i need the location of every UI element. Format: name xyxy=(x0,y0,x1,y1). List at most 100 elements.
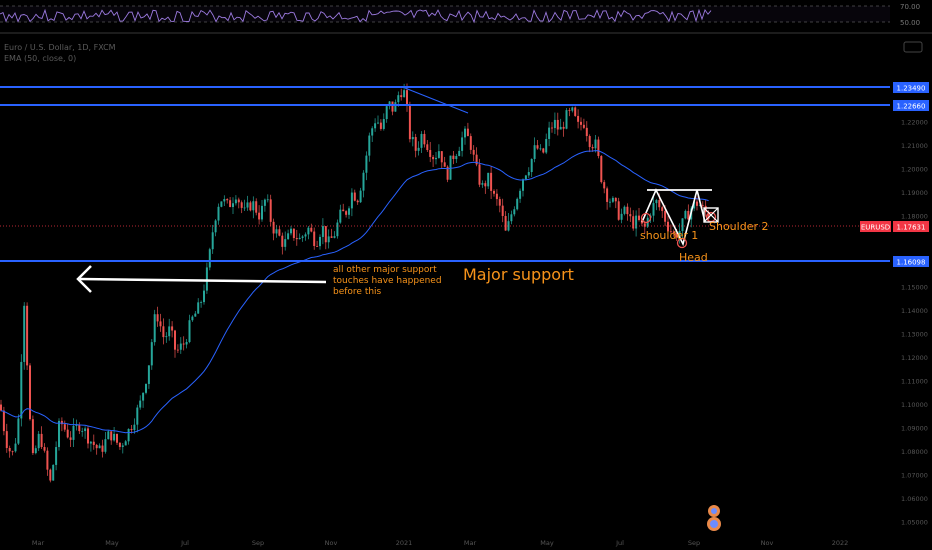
candle-body xyxy=(130,428,133,431)
x-tick-label: 2021 xyxy=(396,539,413,547)
candle-body xyxy=(179,343,182,350)
candle-body xyxy=(89,441,92,444)
time-axis[interactable]: Mar May Jul Sep Nov 2021 Mar May Jul Sep Nov 2022 xyxy=(32,539,848,547)
candle-body xyxy=(31,419,34,454)
candle-body xyxy=(174,330,176,350)
candle-body xyxy=(336,222,339,237)
candle-body xyxy=(611,197,614,202)
y-tick-label: 1.19000 xyxy=(901,189,928,197)
candle-body xyxy=(223,199,226,202)
candle-body xyxy=(252,201,255,211)
candle-body xyxy=(635,215,638,229)
candle-body xyxy=(553,119,556,129)
pattern-zigzag[interactable] xyxy=(641,188,706,247)
candle-body xyxy=(200,302,203,303)
candle-body xyxy=(652,203,655,216)
y-tick-label: 1.08000 xyxy=(901,448,928,456)
candle-body xyxy=(350,192,353,209)
candle-body xyxy=(678,231,681,238)
candle-body xyxy=(614,197,617,202)
candle-body xyxy=(669,231,672,233)
candle-body xyxy=(693,201,696,209)
candle-body xyxy=(565,110,568,129)
symbol-tag xyxy=(860,221,891,232)
candle-body xyxy=(147,365,150,384)
candle-body xyxy=(432,156,435,160)
candle-body xyxy=(72,425,75,440)
y-tick-label: 1.11000 xyxy=(901,378,928,386)
candle-body xyxy=(246,202,249,208)
candle-body xyxy=(139,400,142,408)
candle-body xyxy=(95,444,98,449)
candle-body xyxy=(400,95,403,98)
candle-body xyxy=(232,203,234,208)
symbol-tag-text: EURUSD xyxy=(861,224,890,232)
candle-body xyxy=(449,155,452,180)
candle-body xyxy=(20,361,23,419)
candle-body xyxy=(261,205,263,220)
shoulder2-label: Shoulder 2 xyxy=(709,220,768,233)
y-tick-label: 1.05000 xyxy=(901,519,928,527)
candle-body xyxy=(356,200,359,203)
head-shoulders-pattern[interactable] xyxy=(640,188,719,249)
x-tick-label: Sep xyxy=(252,539,264,547)
candle-body xyxy=(542,148,545,153)
candle-body xyxy=(34,448,37,454)
candle-body xyxy=(658,200,661,208)
indicator-label[interactable]: EMA (50, close, 0) xyxy=(4,54,76,63)
x-tick-label: Mar xyxy=(464,539,477,547)
candle-body xyxy=(229,200,232,208)
candle-body xyxy=(162,326,165,338)
y-tick-label: 1.14000 xyxy=(901,307,928,315)
candle-body xyxy=(49,469,52,481)
candle-body xyxy=(255,201,258,213)
candle-body xyxy=(168,326,171,337)
candle-body xyxy=(324,226,327,243)
candle-body xyxy=(194,313,197,317)
price-axis[interactable]: 1.220001.210001.200001.190001.180001.160… xyxy=(901,119,928,527)
candle-body xyxy=(191,316,194,321)
candle-body xyxy=(420,133,423,148)
level-tags: 1.23490 1.22660 1.16098 xyxy=(893,82,929,267)
candle-body xyxy=(208,249,211,268)
candle-body xyxy=(313,231,316,247)
candle-body xyxy=(43,447,46,451)
candle-body xyxy=(133,424,136,431)
candle-body xyxy=(559,126,562,130)
rsi-line xyxy=(0,8,712,24)
candle-body xyxy=(263,199,266,206)
candle-body xyxy=(8,447,11,452)
candle-body xyxy=(272,221,275,234)
candle-body xyxy=(672,231,675,234)
candle-body xyxy=(371,128,374,136)
candle-body xyxy=(440,151,443,163)
candle-body xyxy=(487,172,490,187)
candle-body xyxy=(495,193,498,200)
candle-body xyxy=(484,183,487,187)
drawing-handle-box[interactable] xyxy=(703,207,719,223)
chart-symbol-title[interactable]: Euro / U.S. Dollar, 1D, FXCM xyxy=(4,43,116,52)
osc-level-upper: 70.00 xyxy=(900,3,920,11)
candle-body xyxy=(466,128,469,137)
candle-body xyxy=(403,90,406,98)
dividend-event-icon[interactable] xyxy=(707,505,721,531)
candle-body xyxy=(359,190,362,203)
candle-body xyxy=(446,166,449,180)
candle-body xyxy=(182,343,185,345)
candle-body xyxy=(353,192,356,201)
candle-body xyxy=(243,207,246,209)
candle-body xyxy=(281,235,284,247)
collapse-pane-button[interactable] xyxy=(903,41,923,53)
candle-body xyxy=(675,233,678,238)
candle-body xyxy=(145,383,147,393)
level-lines[interactable] xyxy=(0,86,890,262)
y-tick-label: 1.18000 xyxy=(901,213,928,221)
candle-body xyxy=(362,172,365,191)
candle-body xyxy=(562,126,565,129)
trend-line[interactable] xyxy=(404,87,469,114)
y-tick-label: 1.12000 xyxy=(901,354,928,362)
support-arrow[interactable] xyxy=(76,265,327,293)
shoulder1-marker[interactable] xyxy=(640,212,652,224)
head-marker[interactable] xyxy=(676,237,688,249)
